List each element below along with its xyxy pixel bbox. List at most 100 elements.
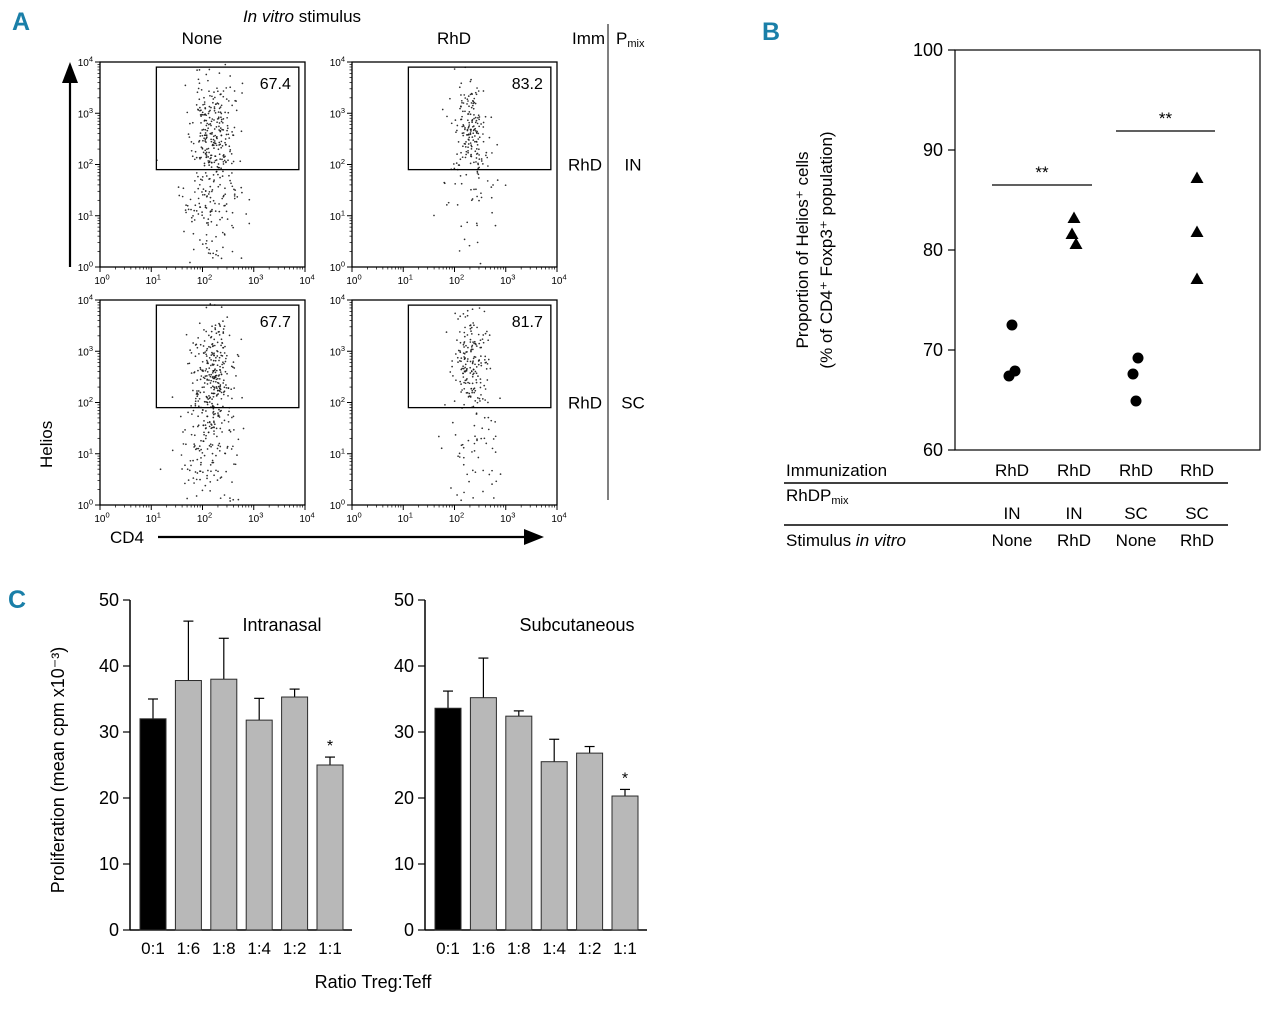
data-point bbox=[223, 156, 225, 159]
data-point bbox=[210, 161, 213, 164]
data-point bbox=[466, 314, 469, 317]
data-point bbox=[171, 449, 174, 452]
data-point bbox=[476, 438, 478, 441]
data-point bbox=[456, 204, 459, 206]
data-point bbox=[184, 209, 187, 212]
data-point bbox=[482, 334, 485, 336]
data-point bbox=[470, 330, 472, 332]
y-tick-label: 80 bbox=[923, 240, 943, 260]
x-tick-label: 102 bbox=[449, 511, 464, 526]
y-tick-label: 103 bbox=[330, 106, 345, 121]
data-point bbox=[464, 371, 466, 373]
data-point bbox=[236, 196, 239, 198]
data-point bbox=[201, 386, 204, 389]
data-point bbox=[219, 111, 222, 114]
data-point bbox=[196, 346, 199, 349]
data-point bbox=[218, 210, 221, 213]
data-point bbox=[210, 424, 213, 426]
data-point bbox=[218, 203, 220, 205]
y-axis-label-line1: Proportion of Helios⁺ cells bbox=[793, 151, 812, 348]
data-point bbox=[462, 110, 464, 113]
data-point bbox=[229, 500, 232, 502]
data-point bbox=[209, 481, 212, 483]
data-point bbox=[217, 163, 220, 165]
data-point bbox=[197, 197, 200, 200]
data-point bbox=[456, 153, 458, 155]
data-point bbox=[453, 400, 456, 402]
data-point bbox=[198, 183, 201, 186]
data-point bbox=[241, 82, 244, 85]
data-point bbox=[212, 416, 215, 419]
data-point bbox=[463, 403, 465, 406]
data-point bbox=[188, 469, 191, 472]
data-point bbox=[220, 306, 223, 309]
data-point bbox=[204, 204, 207, 207]
data-point bbox=[229, 179, 231, 182]
data-point bbox=[222, 154, 225, 156]
data-point bbox=[218, 166, 221, 169]
data-point bbox=[205, 349, 208, 352]
data-point bbox=[207, 252, 210, 254]
data-point bbox=[221, 422, 223, 424]
data-point bbox=[220, 391, 223, 394]
data-point bbox=[242, 427, 245, 430]
data-point bbox=[213, 386, 215, 388]
ratio-axis-label: Ratio Treg:Teff bbox=[315, 972, 433, 992]
data-point bbox=[492, 438, 495, 440]
data-point bbox=[233, 188, 235, 191]
data-point bbox=[204, 128, 207, 131]
data-point bbox=[211, 351, 213, 354]
data-point bbox=[218, 449, 221, 452]
significance-star: * bbox=[327, 738, 333, 755]
data-point bbox=[476, 143, 479, 146]
data-point bbox=[471, 104, 474, 107]
data-point bbox=[197, 400, 200, 402]
data-point bbox=[225, 98, 228, 100]
bar bbox=[174, 680, 202, 931]
y-tick-label: 30 bbox=[99, 722, 119, 742]
data-point bbox=[467, 151, 469, 154]
data-point bbox=[216, 350, 219, 353]
data-point bbox=[212, 395, 215, 398]
data-point bbox=[224, 370, 227, 373]
data-point bbox=[209, 132, 212, 135]
data-point bbox=[195, 393, 198, 395]
data-point bbox=[475, 222, 478, 225]
data-point bbox=[192, 342, 195, 344]
data-point bbox=[474, 400, 477, 402]
data-point bbox=[201, 111, 204, 114]
data-point bbox=[206, 421, 209, 424]
data-point bbox=[197, 337, 200, 339]
data-point bbox=[205, 73, 208, 76]
data-point bbox=[206, 122, 209, 125]
data-point bbox=[207, 362, 209, 365]
data-point bbox=[237, 498, 240, 501]
table-cell-value: SC bbox=[1124, 504, 1148, 523]
pmix-header: Pmix bbox=[616, 29, 645, 50]
data-group bbox=[1190, 171, 1204, 284]
data-point bbox=[225, 203, 228, 205]
data-point bbox=[223, 494, 226, 496]
data-point bbox=[457, 318, 459, 320]
y-tick-label: 101 bbox=[78, 446, 93, 461]
table-cell-value: RhD bbox=[995, 461, 1029, 480]
data-point bbox=[198, 449, 201, 452]
data-point bbox=[194, 191, 196, 193]
data-point bbox=[197, 213, 200, 215]
data-point bbox=[219, 218, 221, 221]
data-point bbox=[468, 121, 471, 124]
data-point bbox=[470, 106, 473, 109]
panel-b-label: B bbox=[762, 18, 781, 46]
helios-axis-label: Helios bbox=[37, 421, 56, 468]
data-point bbox=[205, 134, 208, 137]
data-point bbox=[212, 413, 215, 416]
data-point bbox=[200, 156, 202, 159]
data-point bbox=[237, 355, 240, 358]
data-point bbox=[203, 400, 206, 403]
data-point bbox=[480, 160, 483, 162]
data-point bbox=[219, 129, 222, 132]
data-point bbox=[475, 161, 477, 163]
data-point bbox=[206, 403, 209, 406]
data-point bbox=[477, 173, 480, 176]
data-point bbox=[187, 479, 190, 481]
